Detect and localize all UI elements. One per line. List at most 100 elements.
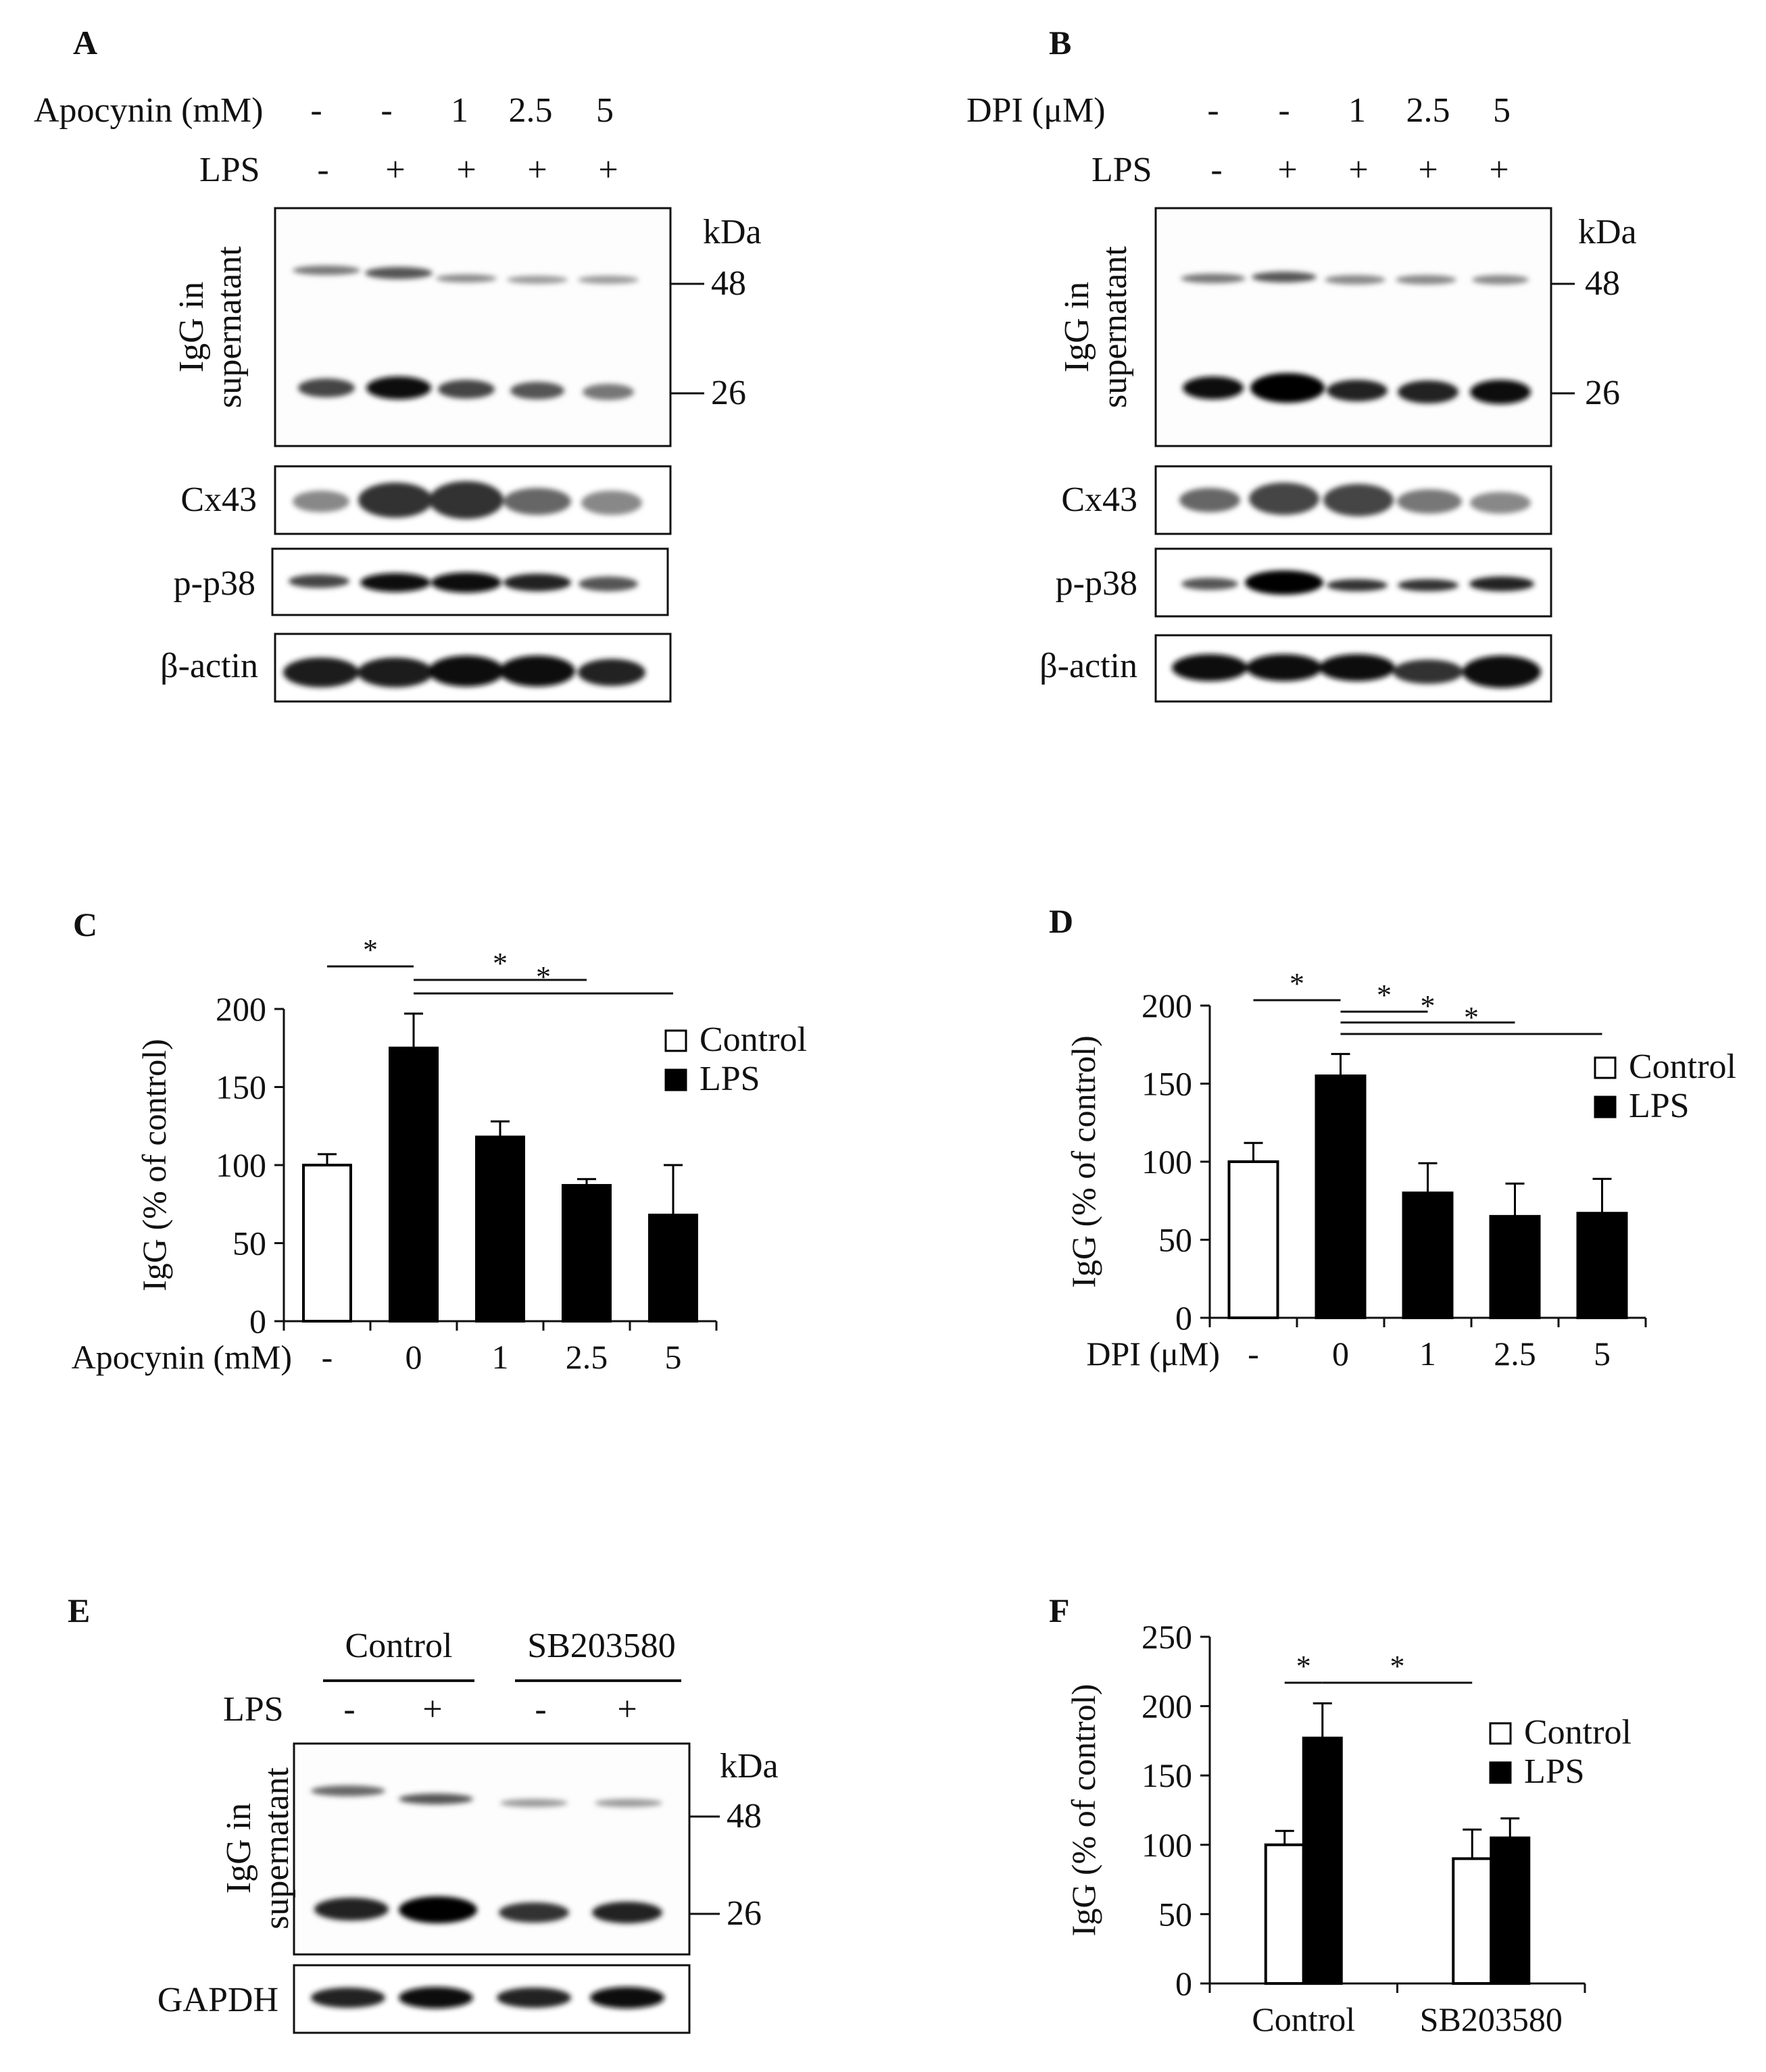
igg-bands-a bbox=[293, 266, 639, 400]
igg-label-e: IgG in supernatant bbox=[220, 1767, 296, 1929]
svg-text:supernatant: supernatant bbox=[1096, 246, 1134, 408]
chart-d-xtick-label: 5 bbox=[1594, 1335, 1611, 1373]
svg-text:supernatant: supernatant bbox=[210, 246, 249, 408]
chart-c-y-axis-label: IgG (% of control) bbox=[135, 1039, 173, 1291]
chart-c-bar-2 bbox=[389, 1046, 439, 1323]
chart-c-bar-3 bbox=[475, 1135, 525, 1323]
lps-row-label-b: LPS bbox=[1092, 151, 1152, 189]
chart-d-legend-swatch-lps bbox=[1594, 1095, 1617, 1118]
chart-c-ytick-label: 100 bbox=[216, 1146, 266, 1184]
chart-f-ytick-label: 200 bbox=[1142, 1687, 1192, 1725]
chart-f-ytick-label: 250 bbox=[1142, 1618, 1192, 1656]
chart-c-ytick-label: 150 bbox=[216, 1068, 266, 1106]
chart-d-legend-label-lps: LPS bbox=[1629, 1087, 1690, 1125]
dpi-value-5: 5 bbox=[1493, 91, 1511, 130]
apocynin-value-2: - bbox=[381, 91, 392, 130]
chart-c-xtick-label: 0 bbox=[406, 1338, 422, 1376]
chart-c-legend-swatch-control bbox=[664, 1029, 687, 1052]
chart-d-bar-1 bbox=[1227, 1160, 1279, 1319]
panel-b: B DPI (μM) - - 1 2.5 5 LPS - + + + + IgG… bbox=[966, 24, 1637, 703]
kda-label-e: kDa bbox=[720, 1747, 779, 1785]
actin-label-b: β-actin bbox=[1039, 647, 1137, 685]
marker-48-e: 48 bbox=[727, 1797, 762, 1835]
panel-letter-d: D bbox=[1049, 902, 1073, 940]
igg-label-a: IgG in supernatant bbox=[172, 246, 249, 408]
lps-value-3: + bbox=[456, 151, 476, 189]
chart-f-xtick-label: SB203580 bbox=[1420, 2000, 1563, 2038]
apocynin-value-1: - bbox=[310, 91, 322, 130]
panel-letter-e: E bbox=[68, 1592, 90, 1629]
svg-text:IgG in: IgG in bbox=[220, 1803, 258, 1894]
chart-c-significance-star: * bbox=[363, 933, 378, 966]
lps-e-value-4: + bbox=[617, 1690, 637, 1729]
chart-f-ytick-label: 0 bbox=[1175, 1965, 1192, 2002]
chart-c-bar-1 bbox=[302, 1164, 352, 1323]
lps-value-4: + bbox=[527, 151, 547, 189]
chart-d-bar-2 bbox=[1315, 1074, 1367, 1319]
chart-f-bar-sb203580-control bbox=[1452, 1857, 1493, 1985]
chart-c-legend-label-control: Control bbox=[700, 1020, 807, 1059]
chart-c-ytick-label: 200 bbox=[216, 990, 266, 1028]
lps-b-value-4: + bbox=[1418, 151, 1438, 189]
chart-c-legend-swatch-lps bbox=[664, 1068, 687, 1091]
chart-d-significance-star: * bbox=[1377, 979, 1392, 1012]
gapdh-label-e: GAPDH bbox=[157, 1981, 278, 2019]
panel-letter-b: B bbox=[1049, 24, 1071, 61]
marker-48-b: 48 bbox=[1585, 264, 1620, 303]
actin-label-a: β-actin bbox=[160, 647, 258, 685]
lps-b-value-3: + bbox=[1348, 151, 1368, 189]
chart-f-xtick-label: Control bbox=[1252, 2000, 1355, 2038]
chart-c-legend-label-lps: LPS bbox=[700, 1060, 760, 1098]
panel-letter-c: C bbox=[73, 906, 97, 943]
chart-f-ytick-label: 100 bbox=[1142, 1826, 1192, 1864]
chart-d-ytick-label: 100 bbox=[1142, 1143, 1192, 1181]
dpi-row-label: DPI (μM) bbox=[966, 91, 1106, 130]
marker-26-e: 26 bbox=[727, 1894, 762, 1933]
apocynin-value-3: 1 bbox=[451, 91, 468, 130]
chart-f-legend-swatch-control bbox=[1489, 1722, 1512, 1745]
svg-text:IgG in: IgG in bbox=[1058, 282, 1096, 372]
lps-e-value-1: - bbox=[343, 1690, 355, 1729]
chart-d-legend-swatch-control bbox=[1594, 1056, 1617, 1079]
chart-f-ytick-label: 50 bbox=[1158, 1895, 1192, 1933]
chart-f-bar-sb203580-lps bbox=[1490, 1836, 1531, 1985]
igg-blot-a bbox=[274, 207, 672, 447]
chart-c-bar-5 bbox=[648, 1213, 698, 1323]
chart-c-xtick-label: 5 bbox=[665, 1338, 682, 1376]
chart-f-legend-label-lps: LPS bbox=[1524, 1752, 1585, 1791]
lps-value-1: - bbox=[317, 151, 328, 189]
chart-d-bar-4 bbox=[1489, 1214, 1541, 1319]
dpi-value-2: - bbox=[1278, 91, 1290, 130]
chart-d-significance-star: * bbox=[1464, 1001, 1479, 1034]
chart-f-bar-control-control bbox=[1264, 1843, 1305, 1985]
chart-f-significance-star: * bbox=[1390, 1650, 1405, 1683]
lps-value-5: + bbox=[598, 151, 618, 189]
chart-d-legend-label-control: Control bbox=[1629, 1047, 1736, 1086]
igg-label-b: IgG in supernatant bbox=[1058, 246, 1134, 408]
marker-26-a: 26 bbox=[711, 374, 746, 412]
lps-value-2: + bbox=[385, 151, 405, 189]
chart-f-y-axis-label: IgG (% of control) bbox=[1064, 1684, 1102, 1937]
chart-f-ytick-label: 150 bbox=[1142, 1756, 1192, 1794]
chart-d: 0 50 100 150 200 IgG (% of control) - 0 1 2.5 5 DPI… bbox=[1064, 967, 1736, 1373]
chart-c-significance-star: * bbox=[493, 947, 508, 980]
lps-b-value-1: - bbox=[1210, 151, 1222, 189]
chart-c-significance-star: * bbox=[536, 960, 551, 993]
kda-label-b: kDa bbox=[1578, 213, 1637, 251]
chart-c-x-axis-label: Apocynin (mM) bbox=[72, 1338, 292, 1376]
chart-f-bar-control-lps bbox=[1302, 1736, 1343, 1985]
chart-c-ytick-label: 50 bbox=[232, 1225, 266, 1262]
chart-c-xtick-label: - bbox=[322, 1338, 333, 1376]
group-label-control: Control bbox=[345, 1627, 453, 1665]
panel-e: E Control SB203580 LPS - + - + IgG in su… bbox=[68, 1592, 779, 2034]
svg-text:IgG in: IgG in bbox=[172, 282, 211, 372]
chart-c-xtick-label: 1 bbox=[492, 1338, 509, 1376]
pp38-label-a: p-p38 bbox=[174, 564, 255, 603]
chart-f-significance-star: * bbox=[1296, 1650, 1311, 1683]
marker-48-a: 48 bbox=[711, 264, 746, 303]
svg-text:supernatant: supernatant bbox=[257, 1767, 296, 1929]
chart-d-ytick-label: 200 bbox=[1142, 987, 1192, 1025]
panel-a: A Apocynin (mM) - - 1 2.5 5 LPS - + + + … bbox=[34, 24, 762, 703]
lps-e-value-2: + bbox=[422, 1690, 442, 1729]
